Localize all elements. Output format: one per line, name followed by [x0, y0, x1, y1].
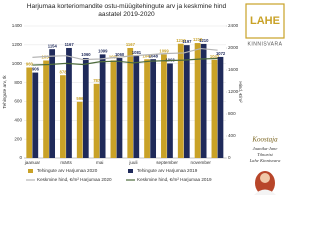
author-company: Lahe Kinnisvara: [249, 158, 281, 163]
y-tick-label: 400: [14, 118, 22, 123]
data-label: 596: [76, 96, 84, 101]
price-line: [32, 57, 218, 66]
legend-swatch: [128, 169, 133, 173]
bar: [82, 58, 89, 158]
logo-mark: LAHE: [250, 15, 280, 27]
data-label: 1099: [159, 48, 169, 53]
chart: LAHE KINNISVARA Koostaja Jaanika-Jane Tõ…: [2, 3, 285, 195]
y-tick-label: 800: [14, 80, 22, 85]
y2-axis-title: Hind, €/m²: [238, 81, 243, 103]
bar: [76, 101, 83, 158]
bar: [110, 60, 117, 158]
data-label: 1219: [193, 37, 203, 42]
data-label: 1048: [149, 53, 159, 58]
page: Harjumaa korteriomandite ostu-müügitehin…: [2, 3, 285, 195]
data-label: 1047: [143, 53, 153, 58]
data-label: 1197: [182, 39, 192, 44]
data-label: 1042: [210, 54, 220, 59]
bar: [161, 54, 167, 158]
y-tick-label: 1000: [12, 61, 23, 66]
y2-tick-label: 400: [228, 133, 236, 138]
x-tick-label: mai: [96, 160, 103, 165]
y2-tick-label: 0: [228, 155, 231, 160]
data-label: 1081: [132, 50, 142, 55]
bar: [32, 72, 39, 158]
y-tick-label: 0: [19, 155, 22, 160]
bar: [60, 75, 66, 158]
data-label: 1099: [98, 48, 108, 53]
bar: [217, 56, 224, 158]
data-label: 1060: [81, 52, 91, 57]
y2-tick-label: 2400: [228, 23, 239, 28]
legend-label: Tehingute arv Harjumaa 2019: [137, 168, 198, 173]
bar: [150, 59, 157, 159]
data-label: 1210: [199, 38, 209, 43]
logo-text: KINNISVARA: [248, 41, 283, 47]
y-axis-title: Tehingute arv, tk: [2, 75, 7, 109]
y-tick-label: 1200: [12, 42, 23, 47]
data-label: 1212: [176, 38, 186, 43]
y2-tick-label: 800: [228, 111, 236, 116]
legend-swatch: [28, 169, 33, 173]
y2-tick-label: 1200: [228, 89, 239, 94]
x-tick-label: november: [191, 160, 212, 165]
author-name: Tõnurist: [257, 152, 273, 157]
y-tick-label: 200: [14, 136, 22, 141]
bar: [43, 60, 49, 158]
bar: [200, 43, 207, 158]
x-tick-label: jaanuar: [24, 160, 41, 165]
bar: [49, 49, 56, 158]
bar: [177, 43, 184, 158]
chart-title: Harjumaa korteriomandite ostu-müügitehin…: [26, 3, 227, 18]
bar: [66, 47, 72, 159]
author-heading: Koostaja: [251, 136, 278, 144]
legend-label: Tehingute arv Harjumaa 2020: [37, 168, 98, 173]
data-label: 1167: [126, 42, 136, 47]
data-label: 878: [60, 69, 68, 74]
author-photo: [254, 171, 276, 195]
bar: [167, 63, 173, 158]
y2-tick-label: 2000: [228, 45, 239, 50]
price-line: [32, 47, 218, 61]
legend-label: Keskmine hind, €/m² Harjumaa 2019: [137, 177, 212, 182]
data-label: 1060: [115, 52, 125, 57]
y-tick-label: 600: [14, 99, 22, 104]
data-label: 906: [32, 67, 40, 72]
bar: [194, 43, 201, 158]
bar: [93, 83, 100, 158]
y2-tick-label: 1600: [228, 67, 239, 72]
x-tick-label: juuli: [128, 160, 137, 165]
data-label: 1034: [42, 55, 52, 60]
author-name: Jaanika-Jane: [253, 146, 278, 151]
y-tick-label: 1400: [12, 23, 23, 28]
x-tick-label: märts: [60, 160, 72, 165]
bar: [211, 59, 218, 158]
logo-frame: [245, 3, 285, 39]
bar: [127, 47, 134, 159]
x-tick-label: september: [156, 160, 178, 165]
bar: [144, 59, 150, 159]
data-label: 1072: [216, 51, 226, 56]
bar: [133, 56, 140, 158]
bar: [183, 45, 190, 158]
legend-label: Keskmine hind, €/m² Harjumaa 2020: [37, 177, 112, 182]
data-label: 787: [93, 78, 101, 83]
bar: [26, 67, 33, 158]
data-label: 1167: [65, 42, 75, 47]
data-label: 960: [26, 62, 34, 67]
bar: [99, 54, 106, 158]
data-label: 1154: [48, 43, 58, 48]
bar: [116, 58, 123, 158]
